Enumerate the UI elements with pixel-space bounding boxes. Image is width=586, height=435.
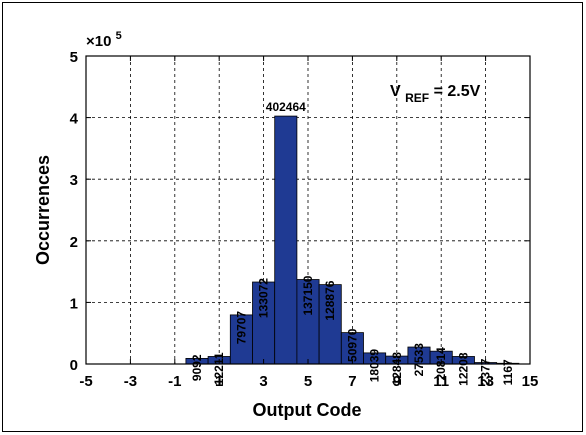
y-tick-label: 2 bbox=[70, 234, 78, 251]
y-axis-multiplier: ×10 5 bbox=[86, 30, 122, 50]
x-tick-label: -5 bbox=[79, 373, 92, 390]
bar-code-4 bbox=[274, 115, 298, 365]
value-label-7: 50970 bbox=[345, 328, 359, 362]
y-axis-label: Occurrences bbox=[33, 155, 53, 265]
value-label-9: 12848 bbox=[390, 352, 404, 386]
x-tick-label: 11 bbox=[433, 373, 449, 390]
value-label-4: 402464 bbox=[266, 100, 306, 114]
value-label-10: 27533 bbox=[412, 343, 426, 377]
x-tick-label: 9 bbox=[393, 373, 401, 390]
x-tick-label: -1 bbox=[168, 373, 181, 390]
y-tick-label: 5 bbox=[70, 49, 78, 66]
value-label-1: 12211 bbox=[212, 352, 226, 385]
y-multiplier-base: ×10 bbox=[86, 33, 111, 50]
value-label-5: 137150 bbox=[301, 275, 315, 315]
vref-main: V bbox=[390, 83, 401, 100]
value-label-14: 1167 bbox=[501, 359, 515, 385]
vref-subscript: REF bbox=[405, 91, 429, 105]
y-tick-label: 3 bbox=[70, 172, 78, 189]
y-multiplier-exponent: 5 bbox=[116, 30, 122, 42]
x-axis-label: Output Code bbox=[253, 400, 362, 420]
vref-rest: = 2.5V bbox=[434, 83, 481, 100]
x-tick-label: 1 bbox=[215, 373, 223, 390]
x-tick-label: 3 bbox=[259, 373, 267, 390]
value-label-13: 2377 bbox=[479, 358, 493, 385]
value-label-0: 9092 bbox=[190, 354, 204, 381]
y-tick-label: 0 bbox=[70, 357, 78, 374]
value-label-3: 133072 bbox=[257, 278, 271, 318]
y-tick-label: 1 bbox=[70, 295, 78, 312]
value-labels: 9092 12211 79707 133072 402464 137150 128876 50… bbox=[190, 100, 515, 386]
value-label-8: 18039 bbox=[368, 349, 382, 383]
vref-annotation: V REF = 2.5V bbox=[390, 83, 481, 106]
x-tick-label: 5 bbox=[304, 373, 312, 390]
value-label-6: 128876 bbox=[323, 280, 337, 320]
x-tick-label: 13 bbox=[477, 373, 494, 390]
x-tick-label: 7 bbox=[348, 373, 356, 390]
value-label-2: 79707 bbox=[234, 311, 248, 345]
x-tick-label: 15 bbox=[522, 373, 539, 390]
y-tick-label: 4 bbox=[70, 111, 79, 128]
value-label-11: 20814 bbox=[434, 347, 448, 381]
x-tick-label: -3 bbox=[124, 373, 137, 390]
value-label-12: 12208 bbox=[456, 352, 470, 386]
